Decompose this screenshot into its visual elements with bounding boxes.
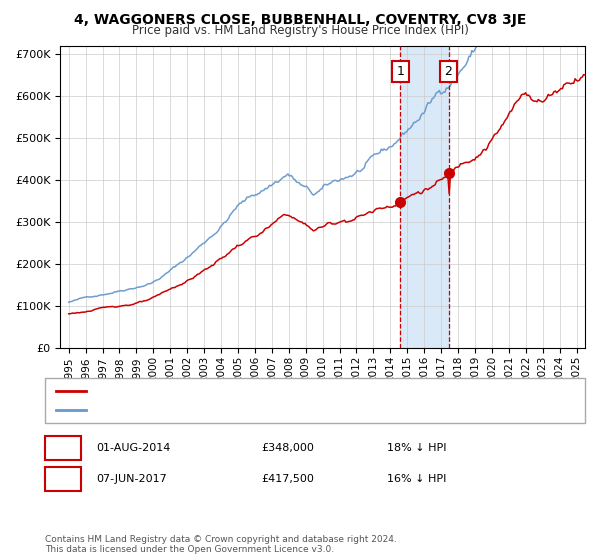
- Text: This data is licensed under the Open Government Licence v3.0.: This data is licensed under the Open Gov…: [45, 545, 334, 554]
- Text: 07-JUN-2017: 07-JUN-2017: [96, 474, 167, 484]
- Text: Price paid vs. HM Land Registry's House Price Index (HPI): Price paid vs. HM Land Registry's House …: [131, 24, 469, 37]
- Text: 2: 2: [445, 65, 452, 78]
- Text: Contains HM Land Registry data © Crown copyright and database right 2024.: Contains HM Land Registry data © Crown c…: [45, 535, 397, 544]
- Text: 01-AUG-2014: 01-AUG-2014: [96, 443, 170, 453]
- Text: 2: 2: [59, 472, 67, 486]
- Text: 1: 1: [396, 65, 404, 78]
- Text: £348,000: £348,000: [261, 443, 314, 453]
- Text: HPI: Average price, detached house, Warwick: HPI: Average price, detached house, Warw…: [92, 405, 318, 416]
- Text: 18% ↓ HPI: 18% ↓ HPI: [387, 443, 446, 453]
- Text: 16% ↓ HPI: 16% ↓ HPI: [387, 474, 446, 484]
- Text: 4, WAGGONERS CLOSE, BUBBENHALL, COVENTRY, CV8 3JE: 4, WAGGONERS CLOSE, BUBBENHALL, COVENTRY…: [74, 13, 526, 27]
- Text: 1: 1: [59, 441, 67, 455]
- Text: 4, WAGGONERS CLOSE, BUBBENHALL, COVENTRY, CV8 3JE (detached house): 4, WAGGONERS CLOSE, BUBBENHALL, COVENTRY…: [92, 385, 475, 395]
- Bar: [400, 46, 449, 348]
- Text: £417,500: £417,500: [261, 474, 314, 484]
